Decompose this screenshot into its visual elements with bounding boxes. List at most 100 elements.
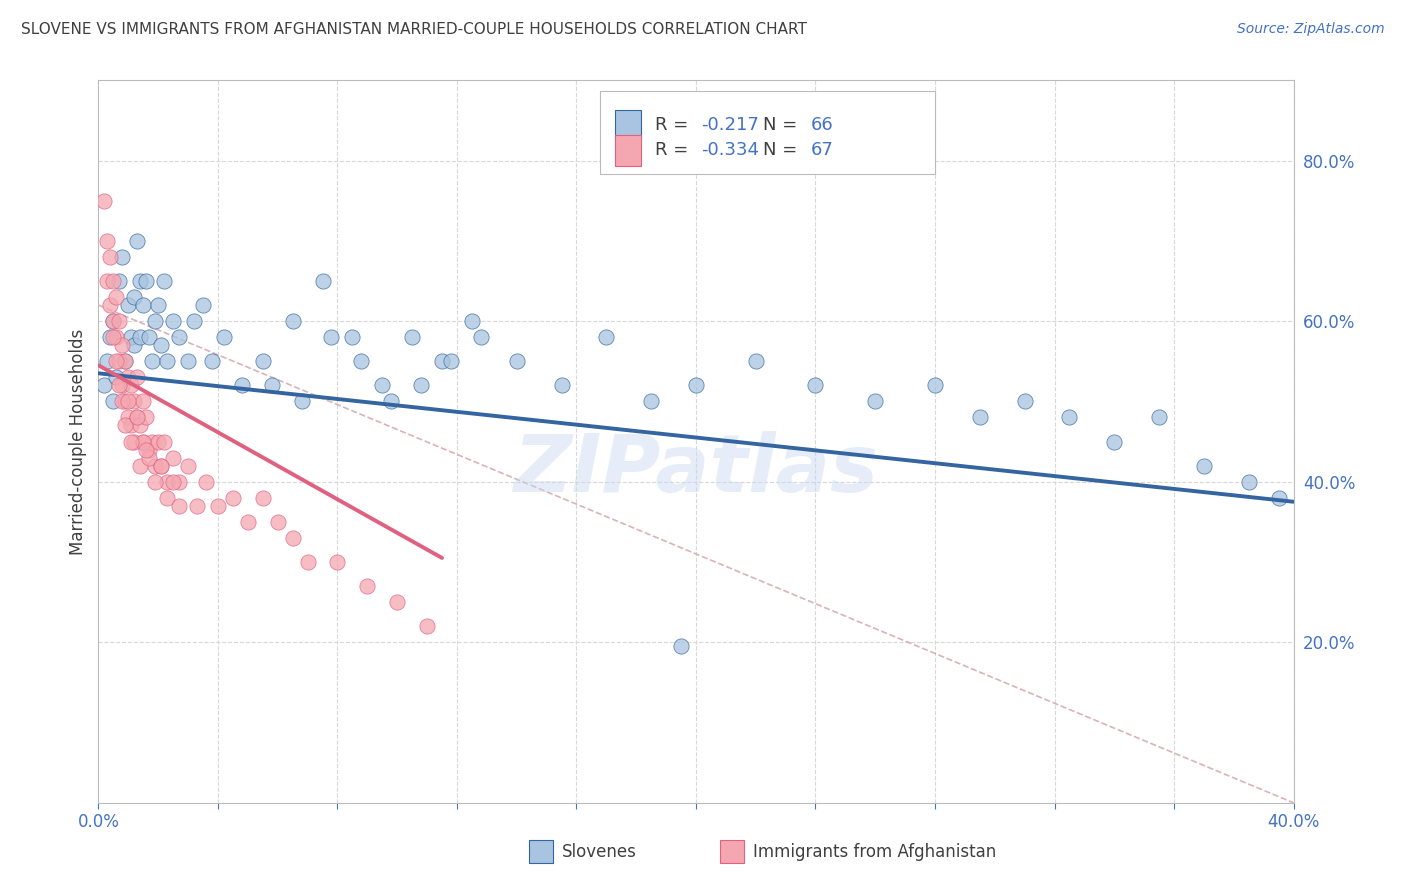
Point: [114, 354, 136, 368]
Point: [105, 290, 128, 304]
Point: [156, 354, 179, 368]
Point: [114, 354, 136, 368]
Point: [669, 639, 692, 653]
Point: [108, 354, 131, 368]
Text: -0.334: -0.334: [700, 141, 759, 160]
Point: [745, 354, 768, 368]
Point: [186, 499, 208, 513]
Point: [167, 475, 190, 489]
Point: [222, 491, 245, 505]
Point: [103, 394, 125, 409]
Point: [127, 234, 149, 248]
Point: [96, 234, 118, 248]
Point: [148, 434, 170, 449]
Point: [111, 378, 134, 392]
Point: [207, 499, 229, 513]
Point: [267, 515, 290, 529]
Point: [291, 394, 314, 409]
Point: [114, 418, 136, 433]
Text: Source: ZipAtlas.com: Source: ZipAtlas.com: [1237, 22, 1385, 37]
Text: 67: 67: [811, 141, 834, 160]
FancyBboxPatch shape: [614, 136, 641, 166]
FancyBboxPatch shape: [614, 110, 641, 140]
Point: [108, 378, 131, 392]
Point: [461, 314, 484, 328]
Point: [156, 491, 179, 505]
Point: [143, 475, 166, 489]
Point: [103, 274, 125, 288]
Point: [231, 378, 253, 392]
Point: [93, 194, 115, 208]
Point: [177, 458, 200, 473]
Text: R =: R =: [655, 116, 695, 134]
Point: [129, 458, 152, 473]
Point: [804, 378, 827, 392]
Point: [132, 394, 155, 409]
Point: [141, 354, 163, 368]
Point: [124, 338, 146, 352]
Point: [153, 434, 176, 449]
Text: Slovenes: Slovenes: [562, 843, 637, 861]
FancyBboxPatch shape: [720, 840, 744, 863]
Point: [108, 314, 131, 328]
Point: [135, 410, 157, 425]
Point: [120, 330, 142, 344]
Point: [150, 338, 173, 352]
Point: [132, 434, 155, 449]
Point: [96, 354, 118, 368]
Point: [1059, 410, 1081, 425]
Point: [138, 442, 160, 457]
Point: [127, 410, 149, 425]
Point: [865, 394, 887, 409]
Point: [111, 394, 134, 409]
Point: [129, 274, 152, 288]
Point: [111, 338, 134, 352]
Point: [297, 555, 319, 569]
Point: [595, 330, 617, 344]
Point: [167, 330, 190, 344]
Point: [132, 434, 155, 449]
Point: [470, 330, 492, 344]
Point: [440, 354, 463, 368]
Point: [1147, 410, 1170, 425]
Point: [385, 595, 409, 609]
Point: [150, 458, 173, 473]
Point: [124, 290, 146, 304]
Point: [120, 434, 142, 449]
Text: SLOVENE VS IMMIGRANTS FROM AFGHANISTAN MARRIED-COUPLE HOUSEHOLDS CORRELATION CHA: SLOVENE VS IMMIGRANTS FROM AFGHANISTAN M…: [21, 22, 807, 37]
Point: [103, 330, 125, 344]
Point: [105, 370, 128, 384]
Point: [143, 458, 166, 473]
Point: [117, 298, 139, 312]
Point: [212, 330, 235, 344]
Point: [129, 418, 152, 433]
Point: [411, 378, 433, 392]
Point: [98, 250, 122, 264]
Point: [141, 434, 163, 449]
Point: [252, 354, 274, 368]
Point: [96, 274, 118, 288]
Point: [124, 394, 146, 409]
Point: [260, 378, 283, 392]
Point: [105, 330, 128, 344]
Text: Immigrants from Afghanistan: Immigrants from Afghanistan: [754, 843, 997, 861]
Point: [380, 394, 402, 409]
Point: [326, 555, 349, 569]
Text: 66: 66: [811, 116, 834, 134]
Point: [138, 330, 160, 344]
FancyBboxPatch shape: [600, 91, 935, 174]
Point: [1267, 491, 1289, 505]
Point: [138, 450, 160, 465]
Point: [401, 330, 423, 344]
Point: [924, 378, 946, 392]
Point: [177, 354, 200, 368]
Point: [1192, 458, 1215, 473]
Point: [127, 370, 149, 384]
Point: [350, 354, 373, 368]
Point: [127, 410, 149, 425]
Point: [252, 491, 274, 505]
Text: N =: N =: [763, 116, 803, 134]
Text: ZIPatlas: ZIPatlas: [513, 432, 879, 509]
Point: [356, 579, 378, 593]
Point: [132, 298, 155, 312]
